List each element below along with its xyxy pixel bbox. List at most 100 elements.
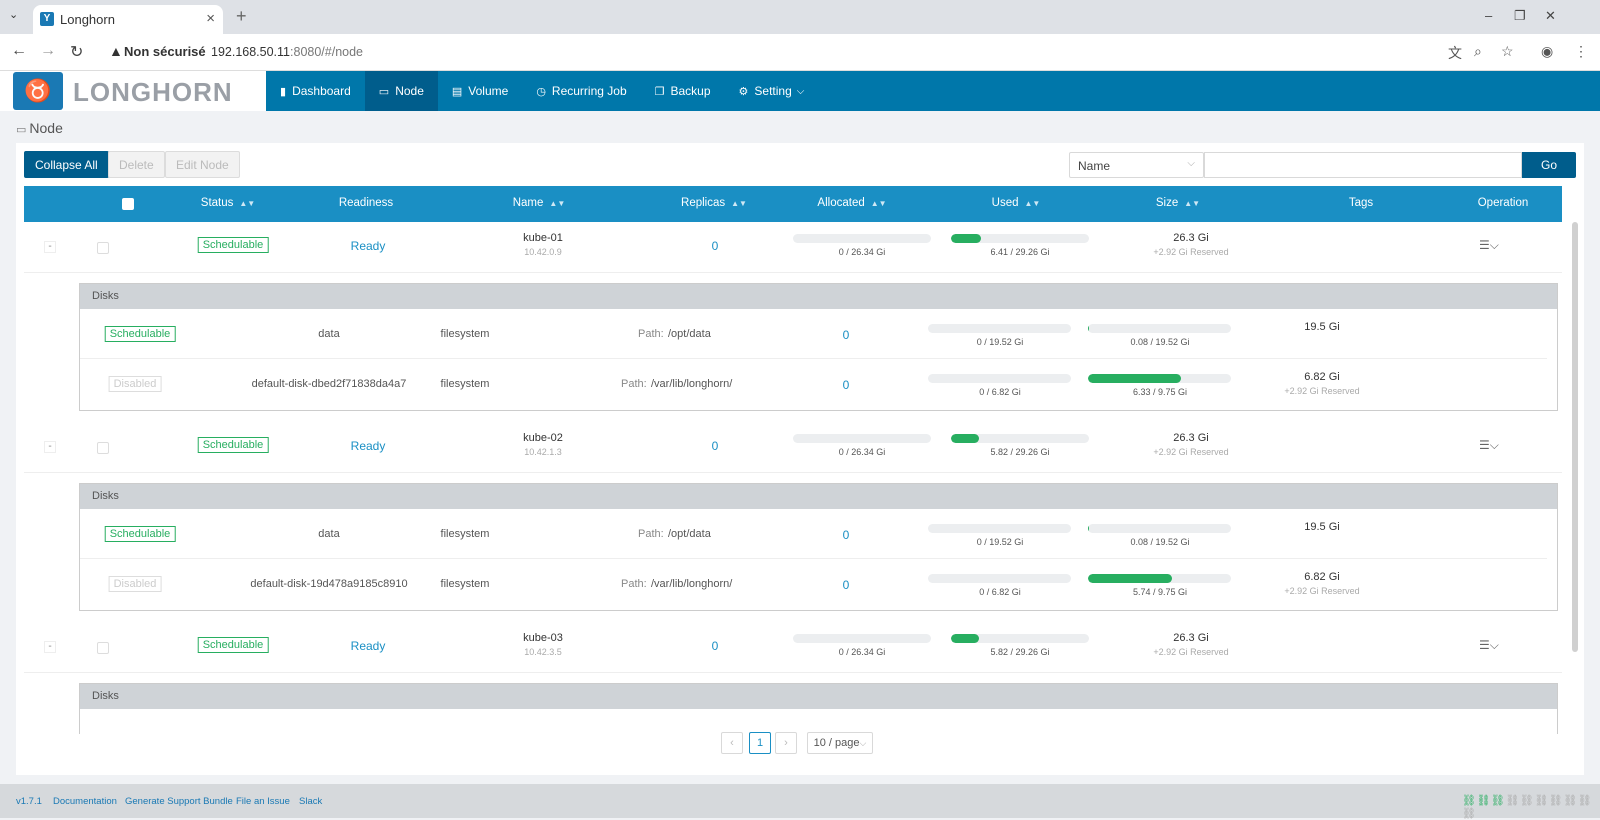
node-name[interactable]: kube-03 (523, 632, 563, 644)
longhorn-logo-icon: ♉ (13, 72, 63, 110)
row-checkbox[interactable] (97, 242, 109, 254)
new-tab-icon[interactable]: + (236, 6, 247, 26)
address-bar: ← → ↻ ▲ Non sécurisé 192.168.50.11:8080/… (0, 34, 1600, 71)
documentation-link[interactable]: Documentation (53, 796, 117, 807)
table-scrollbar[interactable] (1572, 222, 1578, 652)
restore-icon[interactable]: ❐ (1514, 8, 1526, 23)
node-name[interactable]: kube-02 (523, 432, 563, 444)
profile-icon[interactable]: ◉ (1541, 43, 1554, 59)
replica-count[interactable]: 0 (711, 639, 719, 653)
bookmark-star-icon[interactable]: ☆ (1501, 43, 1514, 59)
next-page-icon[interactable]: › (775, 732, 797, 754)
disk-replicas[interactable]: 0 (842, 578, 850, 592)
table-row[interactable]: - Schedulable Ready kube-01 10.42.0.9 0 0… (24, 222, 1562, 273)
disk-replicas[interactable]: 0 (842, 328, 850, 342)
table-row[interactable]: - Schedulable Ready kube-02 10.42.1.3 0 0… (24, 422, 1562, 473)
menu-node[interactable]: ▭ Node (364, 71, 438, 111)
support-bundle-link[interactable]: Generate Support Bundle (125, 796, 233, 807)
menu-backup[interactable]: ❐ Backup (641, 71, 725, 111)
header-used[interactable]: Used ▲▼ (992, 197, 1041, 209)
menu-recurring-job[interactable]: ◷ Recurring Job (522, 71, 640, 111)
node-name[interactable]: kube-01 (523, 232, 563, 244)
reserved-size: +2.92 Gi Reserved (1153, 647, 1229, 657)
disk-used-value: 0.08 / 19.52 Gi (1130, 337, 1190, 347)
chevron-down-icon: ⌵ (859, 738, 867, 748)
menu-dashboard[interactable]: ▮ Dashboard (266, 71, 365, 111)
collapse-all-button[interactable]: Collapse All (24, 151, 109, 178)
operation-menu-icon[interactable]: ☰⌵ (1479, 438, 1499, 452)
window-close-icon[interactable]: ✕ (1545, 8, 1556, 23)
disk-table: Disks Schedulable data filesystem Path: … (79, 483, 1558, 611)
disk-reserved: +2.92 Gi Reserved (1284, 586, 1360, 596)
go-button[interactable]: Go (1522, 152, 1576, 178)
url-text[interactable]: 192.168.50.11:8080/#/node (211, 45, 363, 59)
laptop-icon: ▭ (16, 124, 27, 136)
tab-list-chevron-icon[interactable]: ⌄ (9, 9, 19, 21)
used-value: 5.82 / 29.26 Gi (990, 447, 1050, 457)
row-checkbox[interactable] (97, 642, 109, 654)
url-field[interactable]: ▲ Non sécurisé 192.168.50.11:8080/#/node (99, 38, 1429, 66)
minimize-icon[interactable]: – (1485, 8, 1493, 23)
page-number[interactable]: 1 (749, 732, 771, 754)
close-tab-icon[interactable]: × (206, 10, 215, 27)
header-replicas[interactable]: Replicas ▲▼ (681, 197, 747, 209)
header-label: Size (1155, 197, 1179, 209)
operation-menu-icon[interactable]: ☰⌵ (1479, 238, 1499, 252)
slack-link[interactable]: Slack (299, 796, 323, 807)
menu-setting[interactable]: ⚙ Setting ⌵ (725, 71, 819, 111)
header-size[interactable]: Size ▲▼ (1156, 197, 1200, 209)
operation-menu-icon[interactable]: ☰⌵ (1479, 638, 1499, 652)
logo[interactable]: ♉ LONGHORN (0, 71, 266, 111)
delete-button[interactable]: Delete (108, 151, 165, 178)
replica-count[interactable]: 0 (711, 239, 719, 253)
collapse-toggle[interactable]: - (44, 241, 56, 253)
disk-replicas[interactable]: 0 (842, 528, 850, 542)
allocated-value: 0 / 26.34 Gi (838, 647, 886, 657)
header-allocated[interactable]: Allocated ▲▼ (817, 197, 886, 209)
laptop-icon: ▭ (378, 85, 390, 98)
file-issue-link[interactable]: File an Issue (236, 796, 290, 807)
row-checkbox[interactable] (97, 442, 109, 454)
disk-name: default-disk-dbed2f71838da4a7 (251, 378, 407, 390)
path-label: Path: (621, 578, 647, 590)
used-fill (951, 234, 982, 243)
disk-status-badge: Disabled (108, 376, 162, 392)
browser-tab[interactable]: Y Longhorn × (33, 5, 223, 34)
search-input[interactable] (1204, 152, 1522, 178)
security-label[interactable]: Non sécurisé (124, 44, 206, 59)
allocated-value: 0 / 26.34 Gi (838, 247, 886, 257)
translate-icon[interactable]: 文 (1448, 45, 1462, 61)
disk-allocated-bar (928, 524, 1071, 533)
header-label: Replicas (681, 197, 726, 209)
disks-heading: Disks (80, 284, 1557, 309)
collapse-toggle[interactable]: - (44, 441, 56, 453)
page-size-select[interactable]: 10 / page⌵ (807, 732, 873, 754)
menu-volume[interactable]: ▤ Volume (438, 71, 522, 111)
header-operation: Operation (1477, 197, 1529, 209)
browser-menu-icon[interactable]: ⋮ (1574, 43, 1588, 59)
readiness-status: Ready (350, 439, 386, 453)
version-link[interactable]: v1.7.1 (16, 796, 42, 807)
prev-page-icon[interactable]: ‹ (721, 732, 743, 754)
header-status[interactable]: Status ▲▼ (201, 197, 255, 209)
url-host: 192.168.50.11 (211, 45, 291, 59)
search-field-select[interactable]: Name ⌵ (1069, 152, 1204, 178)
replica-count[interactable]: 0 (711, 439, 719, 453)
disk-used-value: 6.33 / 9.75 Gi (1132, 387, 1188, 397)
header-name[interactable]: Name ▲▼ (513, 197, 566, 209)
zoom-icon[interactable]: ⌕ (1474, 43, 1482, 59)
header-label: Status (200, 197, 234, 209)
edit-node-button[interactable]: Edit Node (165, 151, 240, 178)
back-icon[interactable]: ← (11, 42, 27, 59)
warning-icon[interactable]: ▲ (109, 43, 123, 59)
disk-replicas[interactable]: 0 (842, 378, 850, 392)
node-ip: 10.42.0.9 (524, 247, 562, 257)
select-all-checkbox[interactable] (122, 198, 134, 210)
forward-icon[interactable]: → (40, 42, 56, 59)
reload-icon[interactable]: ↻ (70, 44, 84, 61)
table-row[interactable]: - Schedulable Ready kube-03 10.42.3.5 0 0… (24, 622, 1562, 673)
chevron-down-icon: ⌵ (796, 85, 805, 97)
used-bar (951, 434, 1089, 443)
path-label: Path: (638, 328, 664, 340)
collapse-toggle[interactable]: - (44, 641, 56, 653)
